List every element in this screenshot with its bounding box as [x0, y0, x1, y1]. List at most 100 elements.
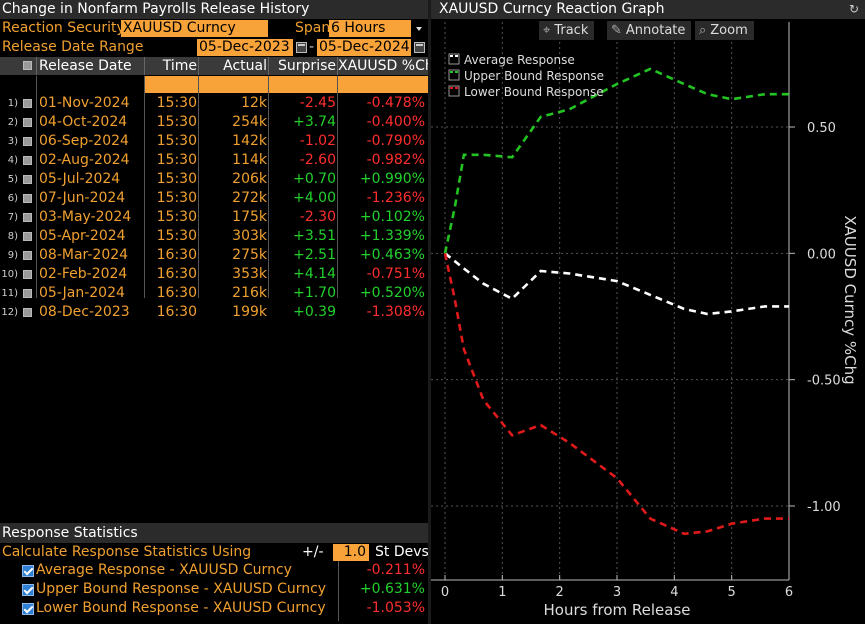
column-filter-bar[interactable] [144, 76, 428, 93]
stdev-input[interactable]: 1.0 [333, 544, 369, 561]
release-date-range-label: Release Date Range [2, 39, 144, 55]
table-row[interactable]: 1) 01-Nov-2024 15:30 12k -2.45 -0.478% [0, 94, 428, 113]
zoom-button[interactable]: ⌕ Zoom [695, 21, 754, 40]
legend-swatch-box [448, 85, 460, 97]
checkbox-average-response[interactable] [22, 565, 34, 577]
row-number: 7) [7, 212, 18, 223]
actual-value: 275k [232, 247, 267, 263]
row-checkbox[interactable] [23, 289, 32, 298]
actual-value: 272k [232, 190, 267, 206]
row-checkbox[interactable] [23, 194, 32, 203]
track-label: Track [554, 23, 589, 38]
row-checkbox[interactable] [23, 137, 32, 146]
x-tick-label: 0 [441, 585, 449, 600]
checkbox-upper-bound[interactable] [22, 584, 34, 596]
legend-label: Upper Bound Response [464, 69, 604, 83]
actual-value: 199k [232, 304, 267, 320]
actual-value: 254k [232, 114, 267, 130]
col-surprise[interactable]: Surprise [278, 58, 336, 74]
row-number: 11) [1, 288, 18, 299]
reaction-security-field[interactable]: XAUUSD Curncy [121, 20, 268, 37]
row-checkbox[interactable] [23, 308, 32, 317]
row-checkbox[interactable] [23, 270, 32, 279]
row-checkbox[interactable] [23, 175, 32, 184]
pct-chg-value: -1.308% [366, 304, 425, 320]
release-date: 05-Jan-2024 [39, 285, 125, 301]
plus-minus-label: +/- [302, 544, 324, 560]
release-time: 15:30 [156, 133, 197, 149]
x-axis-title: Hours from Release [544, 601, 691, 619]
x-tick-label: 1 [498, 585, 506, 600]
stat-value: -0.211% [366, 562, 425, 578]
table-row[interactable]: 10) 02-Feb-2024 16:30 353k +4.14 -0.751% [0, 265, 428, 284]
date-to-field[interactable]: 05-Dec-2024 [317, 39, 411, 56]
col-actual[interactable]: Actual [223, 58, 267, 74]
panel-title: Change in Nonfarm Payrolls Release Histo… [0, 0, 428, 19]
row-checkbox[interactable] [23, 156, 32, 165]
span-label: Span [295, 20, 331, 36]
row-checkbox[interactable] [23, 213, 32, 222]
release-time: 16:30 [156, 285, 197, 301]
table-row[interactable]: 5) 05-Jul-2024 15:30 206k +0.70 +0.990% [0, 170, 428, 189]
table-row[interactable]: 6) 07-Jun-2024 15:30 272k +4.00 -1.236% [0, 189, 428, 208]
reaction-security-label: Reaction Security [2, 20, 125, 36]
row-checkbox[interactable] [23, 118, 32, 127]
table-row[interactable]: 3) 06-Sep-2024 15:30 142k -1.02 -0.790% [0, 132, 428, 151]
actual-value: 206k [232, 171, 267, 187]
actual-value: 142k [232, 133, 267, 149]
stat-upper: Upper Bound Response - XAUUSD Curncy +0.… [0, 580, 428, 599]
release-date: 07-Jun-2024 [39, 190, 126, 206]
x-tick-label: 3 [613, 585, 621, 600]
col-release-date[interactable]: Release Date [39, 58, 132, 74]
calendar-icon[interactable] [414, 42, 425, 53]
checkbox-lower-bound[interactable] [22, 603, 34, 615]
release-time: 15:30 [156, 190, 197, 206]
refresh-icon[interactable]: ↻ [848, 2, 859, 16]
table-row[interactable]: 12) 08-Dec-2023 16:30 199k +0.39 -1.308% [0, 303, 428, 322]
chevron-down-icon[interactable] [416, 27, 422, 31]
col-time[interactable]: Time [162, 58, 197, 74]
pct-chg-value: +0.463% [359, 247, 425, 263]
pct-chg-value: -1.236% [366, 190, 425, 206]
surprise-value: -2.30 [299, 209, 336, 225]
surprise-value: +0.70 [293, 171, 336, 187]
release-date: 03-May-2024 [39, 209, 132, 225]
track-button[interactable]: ⌖ Track [539, 21, 595, 40]
pencil-icon: ✎ [611, 23, 622, 38]
col-pct-chg[interactable]: XAUUSD %Chg [338, 58, 443, 74]
row-checkbox[interactable] [23, 251, 32, 260]
calendar-icon[interactable] [296, 42, 307, 53]
surprise-value: -2.60 [299, 152, 336, 168]
pct-chg-value: +0.520% [359, 285, 425, 301]
release-time: 15:30 [156, 114, 197, 130]
x-tick-label: 4 [670, 585, 678, 600]
surprise-value: +3.74 [293, 114, 336, 130]
annotate-button[interactable]: ✎ Annotate [607, 21, 692, 40]
date-from-field[interactable]: 05-Dec-2023 [197, 39, 293, 56]
annotate-label: Annotate [625, 23, 686, 38]
release-date: 05-Apr-2024 [39, 228, 126, 244]
reaction-chart[interactable]: 0 1 2 3 4 5 6 0.50 0.00 -0.50 -1.00 Average Respons… [431, 0, 865, 624]
row-number: 10) [1, 269, 18, 280]
table-row[interactable]: 4) 02-Aug-2024 15:30 114k -2.60 -0.982% [0, 151, 428, 170]
pct-chg-value: -0.982% [366, 152, 425, 168]
table-row[interactable]: 7) 03-May-2024 15:30 175k -2.30 +0.102% [0, 208, 428, 227]
surprise-value: -2.45 [299, 95, 336, 111]
pct-chg-value: +1.339% [359, 228, 425, 244]
span-dropdown[interactable]: 6 Hours [329, 20, 411, 37]
release-time: 16:30 [156, 304, 197, 320]
table-row[interactable]: 11) 05-Jan-2024 16:30 216k +1.70 +0.520% [0, 284, 428, 303]
legend-label: Lower Bound Response [464, 85, 604, 99]
row-checkbox[interactable] [23, 232, 32, 241]
pct-chg-value: +0.990% [359, 171, 425, 187]
release-time: 15:30 [156, 209, 197, 225]
row-number: 2) [7, 117, 18, 128]
pct-chg-value: +0.102% [359, 209, 425, 225]
row-checkbox[interactable] [23, 99, 32, 108]
table-row[interactable]: 8) 05-Apr-2024 15:30 303k +3.51 +1.339% [0, 227, 428, 246]
table-row[interactable]: 9) 08-Mar-2024 16:30 275k +2.51 +0.463% [0, 246, 428, 265]
x-tick-label: 5 [728, 585, 736, 600]
select-all-checkbox[interactable] [23, 61, 32, 70]
surprise-value: +4.14 [293, 266, 336, 282]
table-row[interactable]: 2) 04-Oct-2024 15:30 254k +3.74 -0.400% [0, 113, 428, 132]
